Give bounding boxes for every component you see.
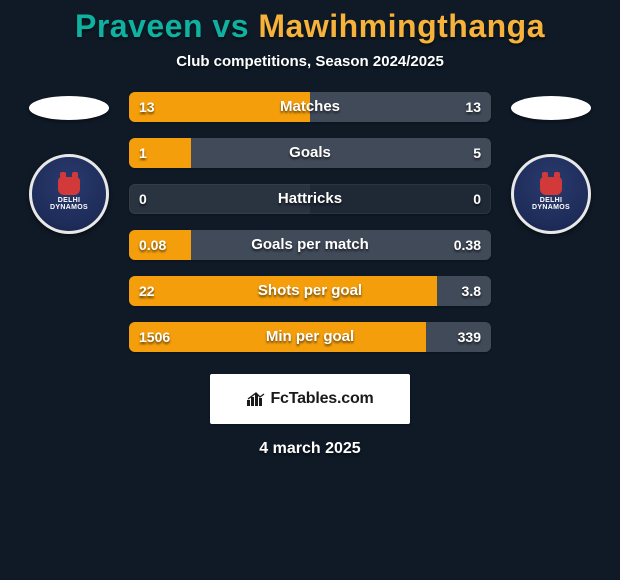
club-name-line1: DELHI [58, 197, 81, 204]
stat-bar: 1313Matches [129, 92, 491, 122]
player2-club-logo: DELHI DYNAMOS [511, 154, 591, 234]
player1-name: Praveen [75, 8, 203, 44]
watermark-badge: FcTables.com [210, 374, 410, 424]
stat-bar: 1506339Min per goal [129, 322, 491, 352]
stat-label: Shots per goal [129, 276, 491, 306]
player1-flag-icon [29, 96, 109, 120]
left-side-column: DELHI DYNAMOS [9, 92, 129, 234]
player2-name: Mawihmingthanga [258, 8, 545, 44]
stats-bars: 1313Matches 15Goals 00Hattricks 0.080.38Goa… [129, 92, 491, 352]
watermark-text: FcTables.com [270, 390, 373, 408]
club-name-line2: DYNAMOS [532, 204, 570, 211]
player2-flag-icon [511, 96, 591, 120]
stat-label: Matches [129, 92, 491, 122]
stat-label: Goals per match [129, 230, 491, 260]
date: 4 march 2025 [0, 440, 620, 458]
page-title: Praveen vs Mawihmingthanga [0, 8, 620, 45]
club-name-line1: DELHI [540, 197, 563, 204]
subtitle: Club competitions, Season 2024/2025 [0, 53, 620, 70]
club-crest-icon [58, 177, 80, 195]
stat-bar: 0.080.38Goals per match [129, 230, 491, 260]
player1-club-logo: DELHI DYNAMOS [29, 154, 109, 234]
club-name-line2: DYNAMOS [50, 204, 88, 211]
stat-label: Goals [129, 138, 491, 168]
chart-icon [246, 391, 266, 407]
club-crest-icon [540, 177, 562, 195]
stat-label: Min per goal [129, 322, 491, 352]
stat-bar: 15Goals [129, 138, 491, 168]
right-side-column: DELHI DYNAMOS [491, 92, 611, 234]
stat-bar: 00Hattricks [129, 184, 491, 214]
main-row: DELHI DYNAMOS 1313Matches 15Goals 00Hattri… [0, 92, 620, 352]
stat-label: Hattricks [129, 184, 491, 214]
stat-bar: 223.8Shots per goal [129, 276, 491, 306]
comparison-infographic: Praveen vs Mawihmingthanga Club competit… [0, 0, 620, 580]
title-vs: vs [212, 8, 249, 44]
